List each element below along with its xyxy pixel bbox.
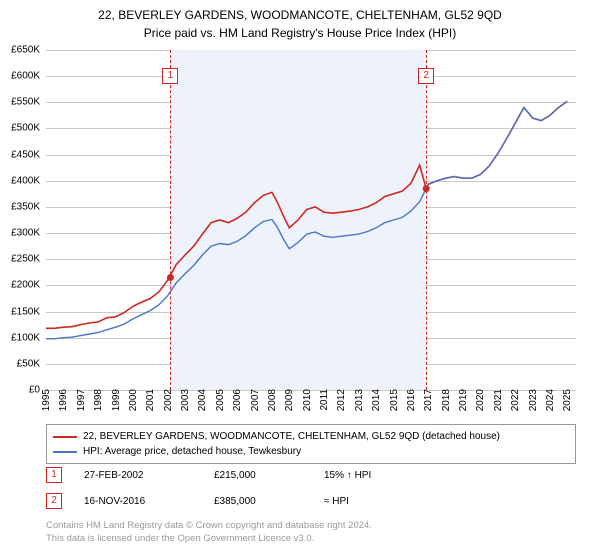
y-tick-label: £500K <box>0 123 40 134</box>
x-tick-label: 2000 <box>133 355 144 395</box>
y-tick-label: £550K <box>0 97 40 108</box>
legend-box: 22, BEVERLEY GARDENS, WOODMANCOTE, CHELT… <box>46 424 576 464</box>
sale-price-2: £385,000 <box>214 496 324 507</box>
x-tick-label: 2011 <box>324 355 335 395</box>
y-tick-label: £300K <box>0 228 40 239</box>
sale-date-1: 27-FEB-2002 <box>84 470 214 481</box>
y-tick-label: £100K <box>0 332 40 343</box>
x-tick-label: 2016 <box>411 355 422 395</box>
sale-row-2: 2 16-NOV-2016 £385,000 ≈ HPI <box>46 493 576 509</box>
sale-marker-2: 2 <box>46 493 62 509</box>
sale-row-1: 1 27-FEB-2002 £215,000 15% ↑ HPI <box>46 467 576 483</box>
sale-relation-2: ≈ HPI <box>324 496 444 507</box>
sale-relation-1: 15% ↑ HPI <box>324 470 444 481</box>
x-tick-label: 2020 <box>480 355 491 395</box>
x-tick-label: 2019 <box>463 355 474 395</box>
title-subtitle: Price paid vs. HM Land Registry's House … <box>0 24 600 42</box>
x-tick-label: 2002 <box>168 355 179 395</box>
x-tick-label: 1998 <box>98 355 109 395</box>
x-tick-label: 2021 <box>498 355 509 395</box>
footer: Contains HM Land Registry data © Crown c… <box>46 520 576 546</box>
y-tick-label: £0 <box>0 385 40 396</box>
series-property_price <box>46 101 567 328</box>
y-tick-label: £600K <box>0 71 40 82</box>
marker-box: 1 <box>162 68 178 84</box>
x-tick-label: 2003 <box>185 355 196 395</box>
x-tick-label: 1999 <box>116 355 127 395</box>
sale-date-2: 16-NOV-2016 <box>84 496 214 507</box>
sale-price-1: £215,000 <box>214 470 324 481</box>
x-tick-label: 2022 <box>515 355 526 395</box>
x-tick-label: 1997 <box>81 355 92 395</box>
x-tick-label: 2025 <box>567 355 578 395</box>
x-tick-label: 2009 <box>289 355 300 395</box>
y-tick-label: £400K <box>0 175 40 186</box>
x-tick-label: 2017 <box>428 355 439 395</box>
sale-point <box>167 274 174 281</box>
series-hpi <box>46 101 567 338</box>
footer-line-1: Contains HM Land Registry data © Crown c… <box>46 520 576 533</box>
y-tick-label: £450K <box>0 149 40 160</box>
x-tick-label: 2015 <box>394 355 405 395</box>
legend-label-2: HPI: Average price, detached house, Tewk… <box>83 444 301 459</box>
title-block: 22, BEVERLEY GARDENS, WOODMANCOTE, CHELT… <box>0 0 600 42</box>
y-tick-label: £250K <box>0 254 40 265</box>
x-tick-label: 2006 <box>237 355 248 395</box>
x-tick-label: 1996 <box>63 355 74 395</box>
sale-marker-1: 1 <box>46 467 62 483</box>
chart-area: £0£50K£100K£150K£200K£250K£300K£350K£400… <box>46 50 576 390</box>
legend-row-2: HPI: Average price, detached house, Tewk… <box>53 444 569 459</box>
x-tick-label: 2024 <box>550 355 561 395</box>
x-tick-label: 2005 <box>220 355 231 395</box>
x-tick-label: 2010 <box>307 355 318 395</box>
title-address: 22, BEVERLEY GARDENS, WOODMANCOTE, CHELT… <box>0 6 600 24</box>
legend-swatch-1 <box>53 436 77 438</box>
legend-label-1: 22, BEVERLEY GARDENS, WOODMANCOTE, CHELT… <box>83 429 500 444</box>
footer-line-2: This data is licensed under the Open Gov… <box>46 533 576 546</box>
y-tick-label: £150K <box>0 306 40 317</box>
chart-container: 22, BEVERLEY GARDENS, WOODMANCOTE, CHELT… <box>0 0 600 560</box>
y-tick-label: £650K <box>0 45 40 56</box>
x-tick-label: 2014 <box>376 355 387 395</box>
legend-swatch-2 <box>53 451 77 453</box>
x-tick-label: 2012 <box>341 355 352 395</box>
x-tick-label: 2013 <box>359 355 370 395</box>
legend-row-1: 22, BEVERLEY GARDENS, WOODMANCOTE, CHELT… <box>53 429 569 444</box>
sale-point <box>423 185 430 192</box>
y-tick-label: £50K <box>0 358 40 369</box>
chart-svg <box>46 50 576 390</box>
x-tick-label: 1995 <box>46 355 57 395</box>
x-tick-label: 2007 <box>255 355 266 395</box>
marker-box: 2 <box>418 68 434 84</box>
x-tick-label: 2004 <box>202 355 213 395</box>
x-tick-label: 2023 <box>533 355 544 395</box>
x-tick-label: 2018 <box>446 355 457 395</box>
y-tick-label: £350K <box>0 201 40 212</box>
y-tick-label: £200K <box>0 280 40 291</box>
x-tick-label: 2001 <box>150 355 161 395</box>
x-tick-label: 2008 <box>272 355 283 395</box>
